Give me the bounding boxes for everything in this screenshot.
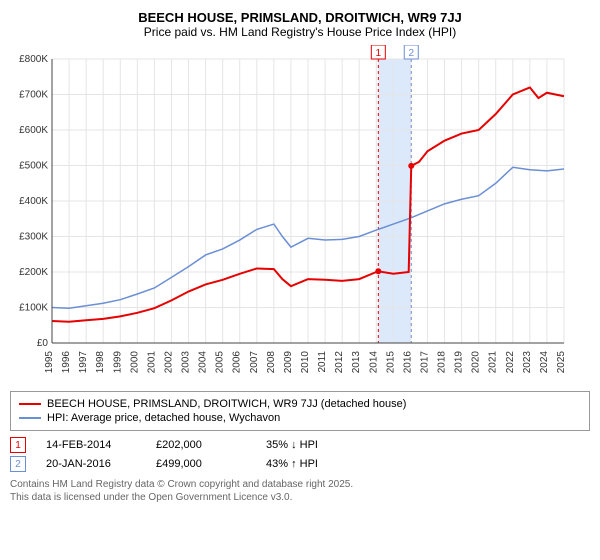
- svg-text:£300K: £300K: [19, 232, 48, 243]
- svg-text:2017: 2017: [419, 351, 430, 374]
- marker-delta-2: 43% ↑ HPI: [266, 458, 356, 470]
- svg-text:2002: 2002: [163, 351, 174, 374]
- legend-label-b: HPI: Average price, detached house, Wych…: [47, 412, 280, 424]
- legend-item-a: BEECH HOUSE, PRIMSLAND, DROITWICH, WR9 7…: [19, 398, 581, 410]
- chart-subtitle: Price paid vs. HM Land Registry's House …: [10, 25, 590, 39]
- svg-text:1996: 1996: [61, 351, 72, 374]
- svg-text:2006: 2006: [232, 351, 243, 374]
- marker-price-2: £499,000: [156, 458, 246, 470]
- svg-text:2003: 2003: [181, 351, 192, 374]
- svg-text:2004: 2004: [198, 351, 209, 374]
- marker-date-2: 20-JAN-2016: [46, 458, 136, 470]
- marker-row-2: 2 20-JAN-2016 £499,000 43% ↑ HPI: [10, 456, 590, 472]
- legend-swatch-b: [19, 417, 41, 419]
- chart-area: £0 £100K £200K £300K £400K £500K £600K £700K £80…: [10, 45, 590, 385]
- svg-text:£100K: £100K: [19, 303, 48, 314]
- marker-row-1: 1 14-FEB-2014 £202,000 35% ↓ HPI: [10, 437, 590, 453]
- marker-date-1: 14-FEB-2014: [46, 439, 136, 451]
- svg-text:2008: 2008: [266, 351, 277, 374]
- svg-text:2025: 2025: [556, 351, 567, 374]
- svg-text:2023: 2023: [522, 351, 533, 374]
- svg-text:2020: 2020: [471, 351, 482, 374]
- footer-line-1: Contains HM Land Registry data © Crown c…: [10, 478, 590, 491]
- svg-text:2007: 2007: [249, 351, 260, 374]
- legend-item-b: HPI: Average price, detached house, Wych…: [19, 412, 581, 424]
- svg-text:2018: 2018: [437, 351, 448, 374]
- svg-text:£400K: £400K: [19, 196, 48, 207]
- svg-text:1: 1: [376, 48, 382, 59]
- svg-text:1995: 1995: [44, 351, 55, 374]
- svg-text:2024: 2024: [539, 351, 550, 374]
- svg-text:£700K: £700K: [19, 90, 48, 101]
- svg-text:£800K: £800K: [19, 54, 48, 65]
- svg-text:£0: £0: [37, 338, 49, 349]
- svg-text:2019: 2019: [454, 351, 465, 374]
- svg-text:2001: 2001: [146, 351, 157, 374]
- legend: BEECH HOUSE, PRIMSLAND, DROITWICH, WR9 7…: [10, 391, 590, 431]
- marker-delta-1: 35% ↓ HPI: [266, 439, 356, 451]
- marker-badge-1: 1: [10, 437, 26, 453]
- footer: Contains HM Land Registry data © Crown c…: [10, 478, 590, 504]
- svg-text:2013: 2013: [351, 351, 362, 374]
- svg-text:2009: 2009: [283, 351, 294, 374]
- svg-text:1999: 1999: [112, 351, 123, 374]
- svg-text:2000: 2000: [129, 351, 140, 374]
- legend-label-a: BEECH HOUSE, PRIMSLAND, DROITWICH, WR9 7…: [47, 398, 406, 410]
- svg-text:1998: 1998: [95, 351, 106, 374]
- svg-text:2010: 2010: [300, 351, 311, 374]
- svg-text:2005: 2005: [215, 351, 226, 374]
- chart-title: BEECH HOUSE, PRIMSLAND, DROITWICH, WR9 7…: [10, 10, 590, 25]
- legend-swatch-a: [19, 403, 41, 405]
- footer-line-2: This data is licensed under the Open Gov…: [10, 491, 590, 504]
- marker-price-1: £202,000: [156, 439, 246, 451]
- svg-text:2016: 2016: [402, 351, 413, 374]
- svg-text:£200K: £200K: [19, 267, 48, 278]
- svg-text:2: 2: [408, 48, 414, 59]
- svg-text:2015: 2015: [385, 351, 396, 374]
- svg-text:£500K: £500K: [19, 161, 48, 172]
- svg-text:2021: 2021: [488, 351, 499, 374]
- svg-text:2011: 2011: [317, 351, 328, 373]
- svg-text:2014: 2014: [368, 351, 379, 374]
- svg-text:2012: 2012: [334, 351, 345, 374]
- svg-text:1997: 1997: [78, 351, 89, 374]
- svg-text:£600K: £600K: [19, 125, 48, 136]
- marker-badge-2: 2: [10, 456, 26, 472]
- svg-text:2022: 2022: [505, 351, 516, 374]
- marker-table: 1 14-FEB-2014 £202,000 35% ↓ HPI 2 20-JA…: [10, 437, 590, 472]
- line-chart-svg: £0 £100K £200K £300K £400K £500K £600K £700K £80…: [10, 45, 570, 385]
